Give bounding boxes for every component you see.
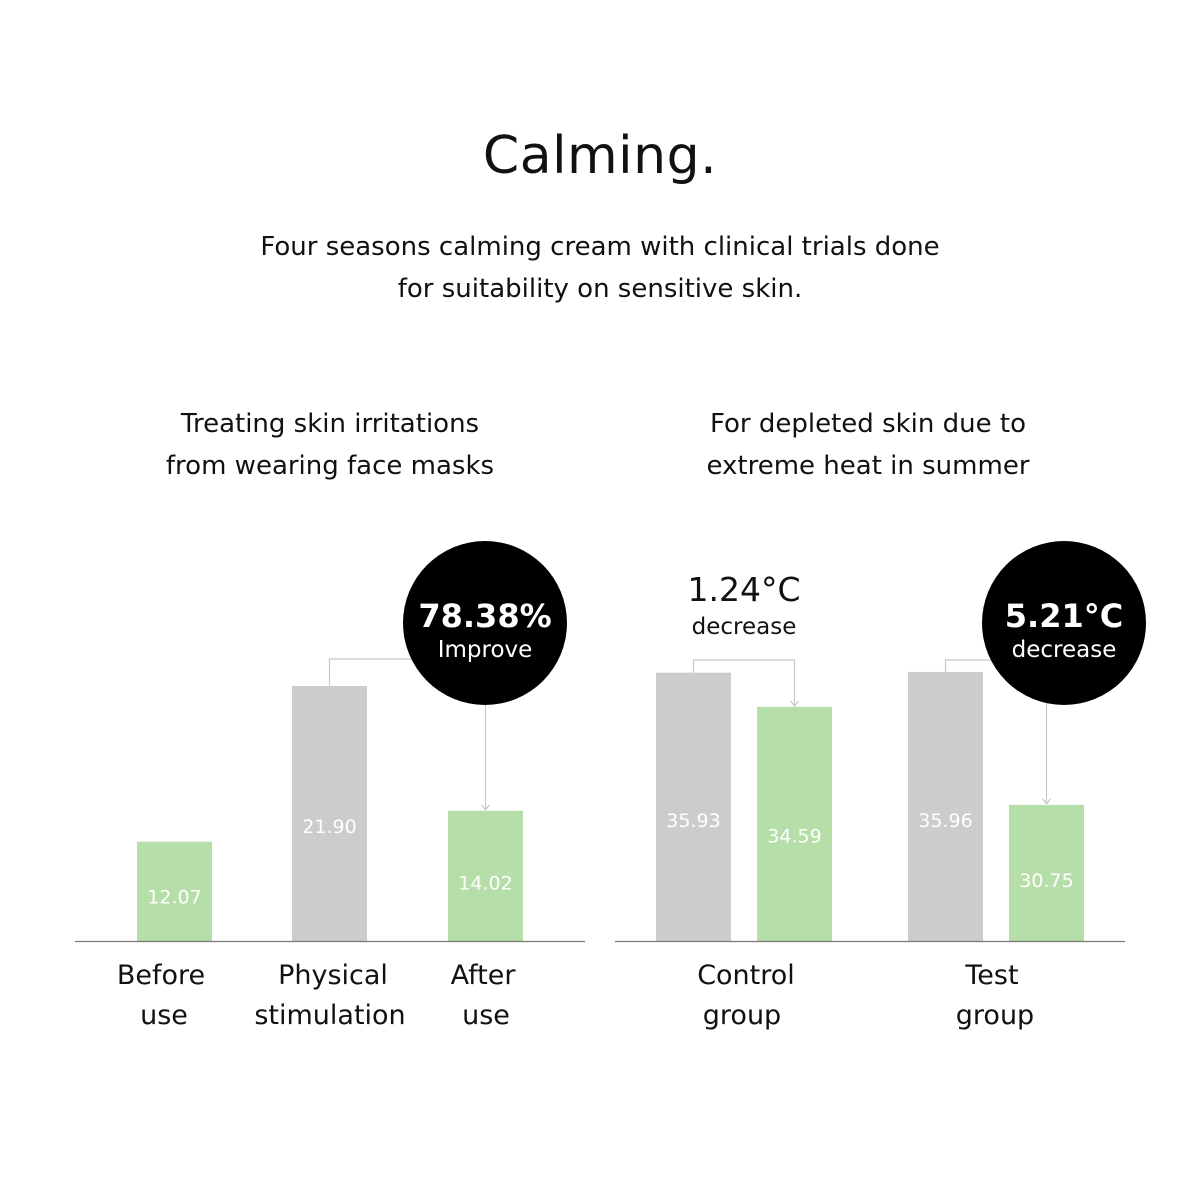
category-label: Physical stimulation bbox=[230, 956, 430, 1036]
page-title: Calming. bbox=[482, 126, 718, 186]
category-label: After use bbox=[383, 956, 583, 1036]
chart1-title-line: Treating skin irritations bbox=[180, 409, 480, 439]
category-line: Physical bbox=[278, 960, 388, 991]
bar bbox=[908, 671, 983, 941]
category-line: stimulation bbox=[254, 1000, 406, 1031]
arrow-icon bbox=[790, 700, 799, 707]
bar-value-label: 35.93 bbox=[666, 810, 720, 832]
subtitle-line: for suitability on sensitive skin. bbox=[397, 274, 803, 304]
category-line: use bbox=[462, 1000, 510, 1031]
bar bbox=[448, 810, 523, 941]
annotation-label: decrease bbox=[1012, 637, 1117, 663]
annotation-label: decrease bbox=[692, 614, 797, 640]
arrow-icon bbox=[1042, 798, 1051, 805]
bar bbox=[292, 685, 367, 941]
bar-value-label: 14.02 bbox=[458, 872, 512, 894]
chart2-title-line: For depleted skin due to bbox=[710, 409, 1026, 439]
category-line: group bbox=[702, 1000, 782, 1031]
bar-value-label: 12.07 bbox=[147, 886, 201, 908]
category-line: Control bbox=[697, 960, 795, 991]
annotation-value: 1.24°C bbox=[687, 570, 800, 609]
chart2-title: For depleted skin due to extreme heat in… bbox=[608, 403, 1128, 487]
chart1-title-line: from wearing face masks bbox=[165, 451, 495, 481]
category-line: group bbox=[955, 1000, 1035, 1031]
bar-value-label: 34.59 bbox=[767, 826, 821, 848]
category-label: Test group bbox=[892, 956, 1092, 1036]
chart1-title: Treating skin irritations from wearing f… bbox=[70, 403, 590, 487]
category-label: Control group bbox=[646, 956, 846, 1036]
connector-line bbox=[692, 659, 796, 706]
annotation-value: 78.38% bbox=[418, 597, 551, 635]
annotation-badge bbox=[982, 541, 1146, 705]
connector-line bbox=[328, 658, 487, 810]
annotation-label: Improve bbox=[438, 637, 533, 663]
page-subtitle: Four seasons calming cream with clinical… bbox=[0, 226, 1200, 310]
category-label: Before use bbox=[61, 956, 261, 1036]
arrow-icon bbox=[481, 804, 490, 811]
category-line: Test bbox=[965, 960, 1019, 991]
bar bbox=[757, 706, 832, 941]
bar bbox=[137, 841, 212, 941]
bar-value-label: 21.90 bbox=[302, 816, 356, 838]
subtitle-line: Four seasons calming cream with clinical… bbox=[260, 232, 940, 262]
bar bbox=[656, 672, 731, 941]
category-line: Before bbox=[116, 960, 206, 991]
bar-value-label: 30.75 bbox=[1019, 870, 1073, 892]
bar bbox=[1009, 804, 1084, 941]
chart2-title-line: extreme heat in summer bbox=[706, 451, 1030, 481]
bar-value-label: 35.96 bbox=[918, 810, 972, 832]
category-line: After bbox=[450, 960, 516, 991]
category-line: use bbox=[140, 1000, 188, 1031]
annotation-badge bbox=[403, 541, 567, 705]
annotation-value: 5.21°C bbox=[1005, 597, 1123, 635]
